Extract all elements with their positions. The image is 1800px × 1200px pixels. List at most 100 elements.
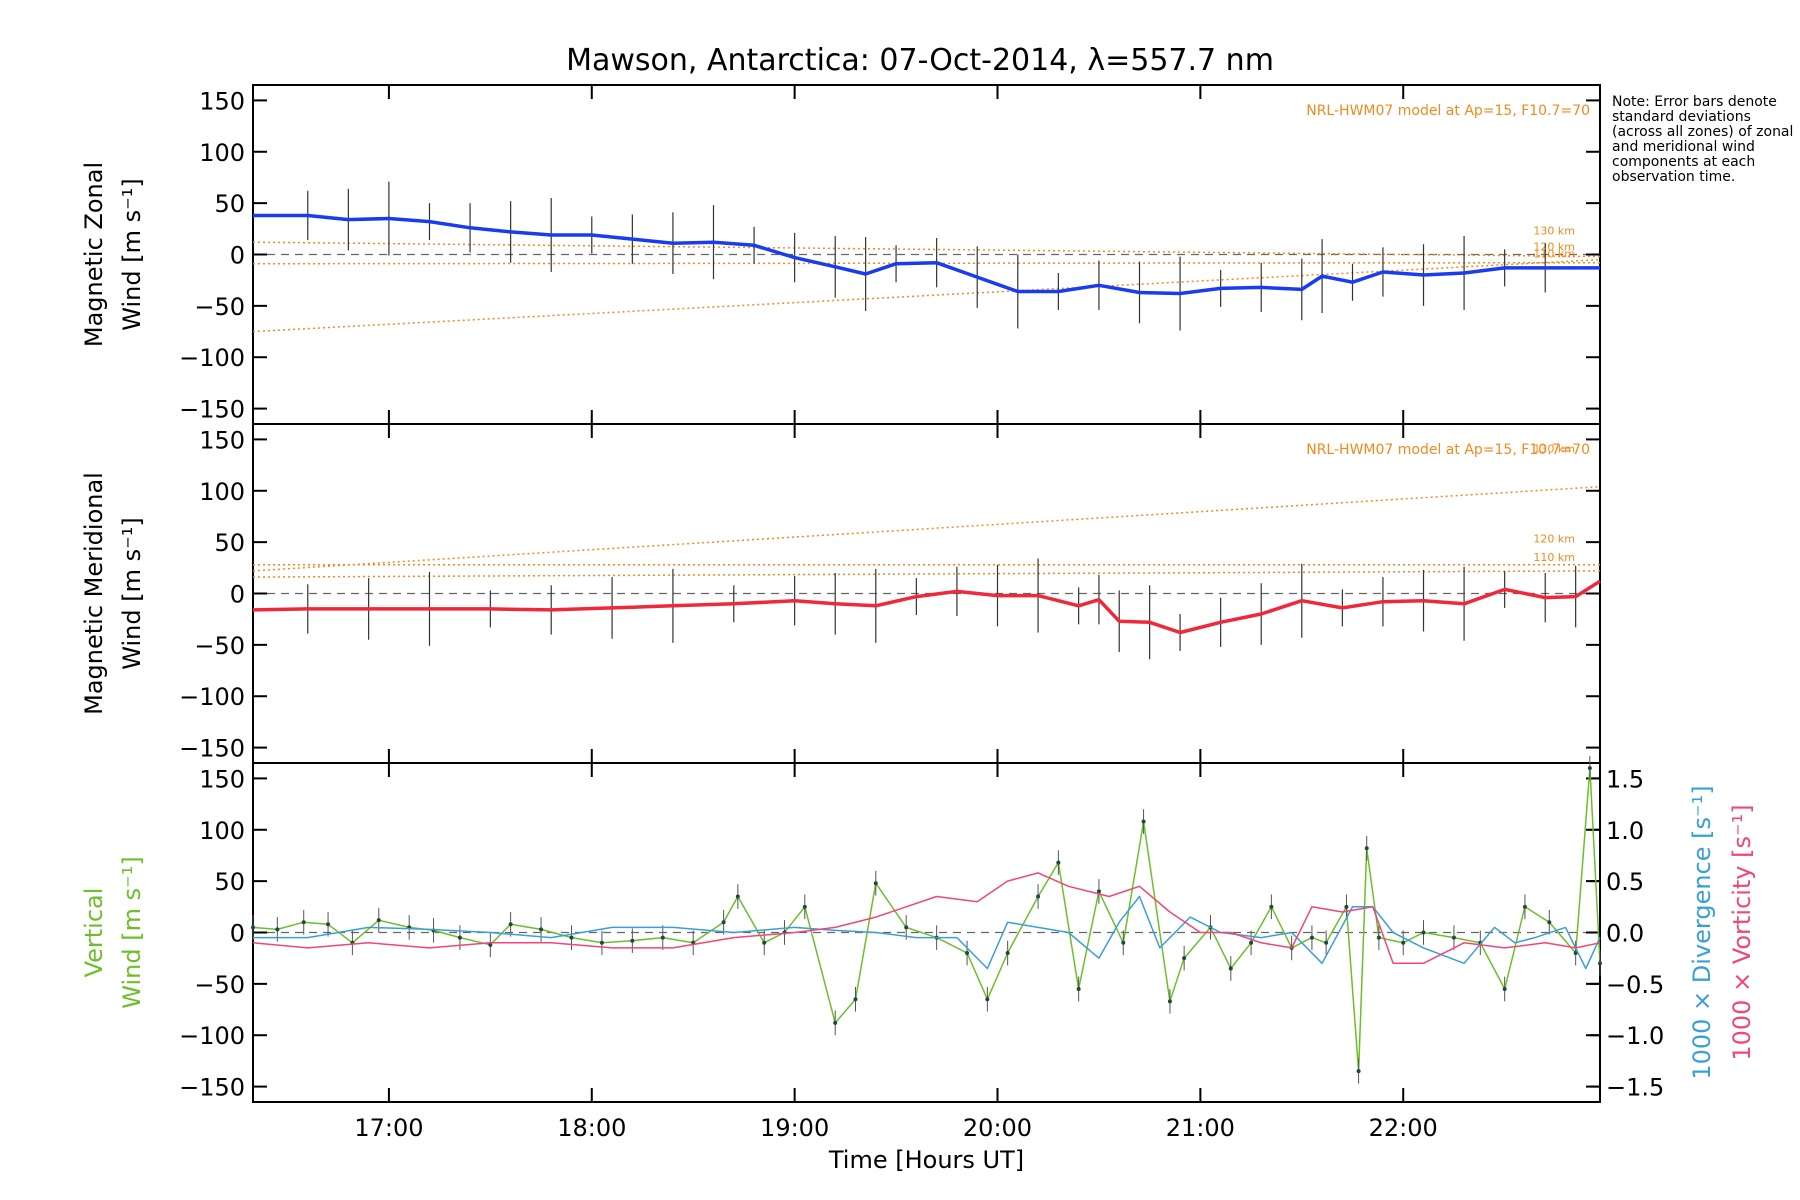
series-vertical: [252, 767, 1601, 1072]
y-tick-label: 0: [230, 242, 245, 270]
panels: −150 −100 −50 0 50 100 150 NRL-HWM07 model at A…: [80, 84, 1756, 1174]
y-tick-label: −50: [194, 632, 245, 660]
vertical-point: [508, 922, 513, 927]
vertical-point: [833, 1020, 838, 1025]
vertical-point: [1421, 930, 1426, 935]
vertical-point: [301, 920, 306, 925]
y-tick-label: −50: [194, 293, 245, 321]
vertical-point: [660, 935, 665, 940]
vertical-point: [251, 925, 255, 930]
y-tick-label: 100: [199, 817, 245, 845]
y-tick-label: 50: [214, 529, 245, 557]
vertical-point: [1121, 940, 1126, 945]
note-box: Note: Error bars denote standard deviati…: [1612, 95, 1794, 185]
y2-tick-label: −1.5: [1606, 1074, 1664, 1102]
vertical-point: [1547, 920, 1552, 925]
y-tick-label: −50: [194, 971, 245, 999]
vertical-point: [326, 922, 331, 927]
model-altitude-label: 130 km: [1533, 225, 1575, 238]
series-zonal: [253, 213, 1600, 296]
y-axis-label-line2: Wind [m s⁻¹]: [118, 178, 146, 330]
y2-axis-label-divergence: 1000 × Divergence [s⁻¹]: [1688, 785, 1716, 1079]
chart-title: Mawson, Antarctica: 07-Oct-2014, λ=557.7…: [566, 43, 1274, 78]
panel-1: −150 −100 −50 0 50 100 150 NRL-HWM07 model at A…: [80, 84, 1601, 425]
y-tick-label: 150: [199, 87, 245, 115]
vertical-point: [985, 997, 990, 1002]
y2-tick-label: 1.5: [1606, 765, 1644, 793]
vertical-point: [1502, 987, 1507, 991]
y2-tick-label: −1.0: [1606, 1022, 1664, 1050]
vertical-point: [904, 925, 909, 930]
series-meridional: [252, 579, 1601, 635]
vertical-point: [376, 918, 381, 923]
model-label: NRL-HWM07 model at Ap=15, F10.7=70: [1306, 103, 1590, 119]
series-vorticity: [252, 872, 1601, 965]
vertical-point: [599, 940, 604, 945]
vertical-point: [721, 920, 726, 925]
vertical-point: [1269, 904, 1274, 909]
x-tick-label: 20:00: [963, 1114, 1032, 1142]
vertical-point: [539, 927, 544, 932]
model-altitude-label: 120 km: [1533, 533, 1575, 546]
vertical-point: [762, 940, 767, 945]
y-tick-label: −100: [179, 1022, 245, 1050]
x-tick-label: 17:00: [354, 1114, 423, 1142]
model-line-110km: [252, 258, 1601, 333]
model-line-130km: [252, 485, 1601, 572]
vertical-point: [1364, 846, 1369, 851]
vertical-point: [1451, 935, 1456, 940]
model-altitude-label: 130 km: [1533, 443, 1575, 456]
y-tick-label: 100: [199, 478, 245, 506]
y-axis-label-line1: Magnetic Meridional: [80, 472, 108, 715]
vertical-point: [1573, 951, 1578, 956]
vertical-point: [853, 997, 858, 1002]
vertical-point: [1096, 889, 1101, 894]
vertical-point: [873, 881, 878, 886]
vertical-point: [965, 951, 970, 956]
y-axis-label-line1: Magnetic Zonal: [80, 162, 108, 347]
y-axis-label-line2: Wind [m s⁻¹]: [118, 856, 146, 1008]
vertical-point: [1522, 904, 1527, 909]
vertical-point: [1309, 935, 1314, 940]
y-tick-label: 150: [199, 765, 245, 793]
series-divergence: [253, 895, 1601, 970]
vertical-point: [1005, 951, 1010, 956]
model-line-110km: [252, 570, 1601, 578]
panel-3: −150 −100 −50 0 50 100 150 Vertical Wind [m s⁻¹]…: [80, 755, 1756, 1174]
model-label: NRL-HWM07 model at Ap=15, F10.7=70: [1306, 442, 1590, 458]
vertical-point: [1056, 860, 1061, 865]
vertical-point: [1344, 904, 1349, 909]
panel-2: −150 −100 −50 0 50 100 150 NRL-HWM07 model at A…: [80, 423, 1601, 764]
y-tick-label: 50: [214, 190, 245, 218]
vertical-point: [1141, 819, 1146, 824]
y-tick-label: −150: [179, 1074, 245, 1102]
y-tick-label: −150: [179, 735, 245, 763]
x-tick-label: 21:00: [1166, 1114, 1235, 1142]
vertical-point: [1249, 940, 1254, 945]
y2-axis-label-vorticity: 1000 × Vorticity [s⁻¹]: [1728, 804, 1756, 1060]
error-bar-note: Note: Error bars denote standard deviati…: [1612, 95, 1794, 185]
x-tick-label: 19:00: [760, 1114, 829, 1142]
x-tick-label: 22:00: [1369, 1114, 1438, 1142]
y-axis-label-line1: Vertical: [80, 888, 108, 978]
vertical-point: [1228, 966, 1233, 971]
vertical-point: [1036, 894, 1041, 899]
x-axis-label: Time [Hours UT]: [828, 1146, 1024, 1174]
y-tick-label: 0: [230, 920, 245, 948]
vertical-point: [488, 942, 493, 947]
vertical-point: [735, 894, 740, 899]
y-tick-label: 0: [230, 581, 245, 609]
vertical-point: [1598, 961, 1602, 966]
y-tick-label: 100: [199, 139, 245, 167]
y2-tick-label: −0.5: [1606, 971, 1664, 999]
y-tick-label: 50: [214, 868, 245, 896]
y2-tick-label: 1.0: [1606, 817, 1644, 845]
vertical-point: [1182, 956, 1187, 961]
vertical-point: [275, 927, 280, 932]
y-tick-label: −100: [179, 344, 245, 372]
y-axis-label-line2: Wind [m s⁻¹]: [118, 517, 146, 669]
y-tick-label: −100: [179, 683, 245, 711]
vertical-point: [802, 904, 807, 909]
model-altitude-label: 120 km: [1533, 241, 1575, 254]
